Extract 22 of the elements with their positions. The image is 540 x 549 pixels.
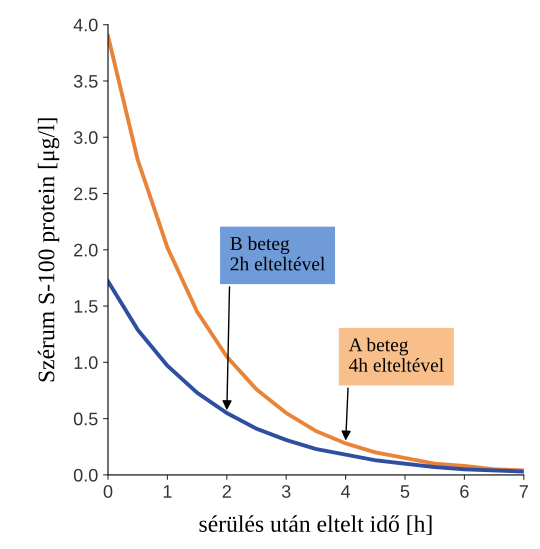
x-tick-label: 4 xyxy=(340,485,350,498)
y-tick-label: 1.5 xyxy=(74,300,98,313)
y-tick-label: 0.0 xyxy=(74,468,98,482)
x-tick-label: 3 xyxy=(282,485,290,498)
y-tick-label: 0.5 xyxy=(74,412,98,426)
y-tick-label: 3.5 xyxy=(74,74,98,88)
x-tick-label: 1 xyxy=(164,485,172,498)
x-tick-label: 0 xyxy=(104,485,112,498)
y-tick-label: 4.0 xyxy=(74,18,98,32)
x-tick-label: 5 xyxy=(400,485,410,498)
line-series xyxy=(108,34,524,472)
y-tick-label: 1.0 xyxy=(74,356,98,370)
y-tick-label: 3.0 xyxy=(74,131,98,144)
y-tick-label: 2.5 xyxy=(74,187,98,200)
x-axis-title: sérülés után eltelt idő [h] xyxy=(200,515,432,535)
annotation: A beteg 4h elteltével xyxy=(348,338,444,372)
x-tick-label: 2 xyxy=(222,485,231,498)
y-tick-label: 2.0 xyxy=(74,244,98,257)
x-tick-label: 7 xyxy=(520,485,528,498)
y-axis-title: Szérum S-100 protein [μg/l] xyxy=(38,118,60,382)
x-tick-label: 6 xyxy=(460,485,469,498)
annotation: B beteg 2h elteltével xyxy=(230,236,325,270)
